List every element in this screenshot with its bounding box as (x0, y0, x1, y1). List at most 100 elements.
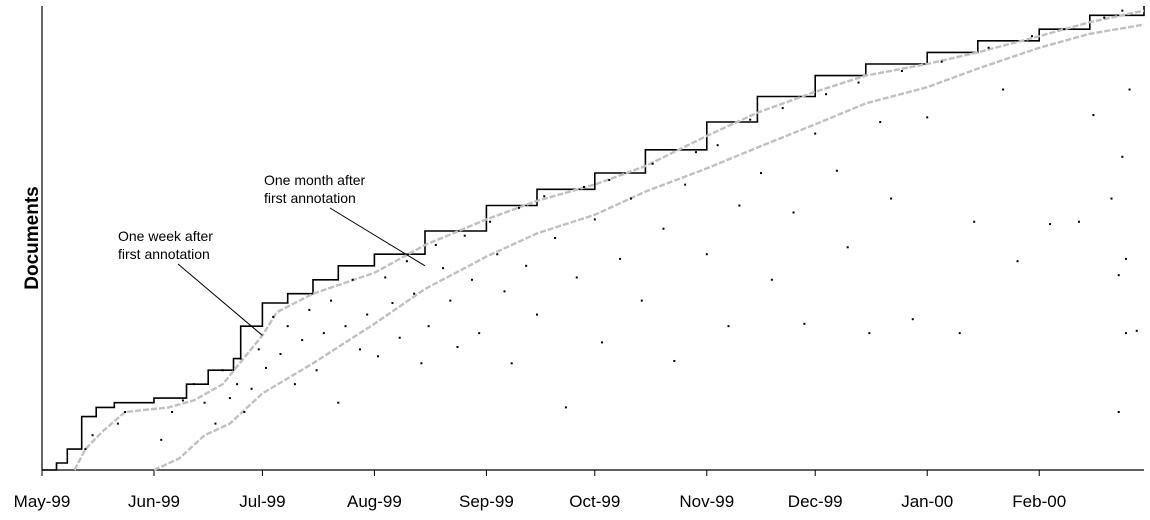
x-tick-label: Jul-99 (239, 492, 285, 511)
annotation-point (673, 359, 676, 362)
annotation-point (84, 448, 87, 451)
annotation-point (792, 211, 795, 214)
annotation-point (272, 315, 275, 318)
annotation-point (456, 346, 459, 349)
annotation-point (124, 411, 127, 413)
annotation-point (629, 197, 632, 200)
annotation-point (243, 411, 246, 413)
annotation-point (301, 339, 304, 342)
annotation-label: first annotation (264, 190, 356, 206)
x-tick-label: Dec-99 (788, 492, 843, 511)
annotation-point (1121, 9, 1124, 12)
annotation-point (116, 422, 119, 425)
annotation-point (760, 172, 763, 175)
annotation-point (496, 253, 499, 256)
annotation-point (470, 278, 473, 281)
x-axis-ticks (41, 470, 1040, 476)
annotation-label: One month after (264, 172, 366, 188)
annotation-point (900, 69, 903, 72)
annotation-point (308, 308, 311, 311)
annotation-point (593, 218, 596, 221)
x-tick-label: Jan-00 (901, 492, 953, 511)
x-tick-label: Oct-99 (569, 492, 620, 511)
annotation-point (705, 253, 708, 256)
annotation-point (608, 179, 611, 181)
annotation-point (543, 195, 546, 198)
annotation-point (358, 348, 361, 351)
annotation-point (1110, 197, 1113, 200)
annotation-point (973, 220, 976, 223)
x-tick-label: Jun-99 (128, 492, 180, 511)
annotation-label: One week after (118, 228, 213, 244)
annotation-point (879, 121, 882, 123)
annotation-point (315, 369, 318, 372)
x-tick-label: Aug-99 (347, 492, 402, 511)
annotation-point (478, 332, 481, 335)
x-tick-label: May-99 (14, 492, 71, 511)
annotation-point (890, 197, 893, 200)
annotation-point (214, 422, 217, 425)
annotation-point (181, 399, 184, 402)
annotation-point (619, 257, 622, 260)
annotation-point (228, 397, 231, 400)
annotation-point (366, 313, 369, 316)
annotation-point (1002, 88, 1005, 91)
annotation-point (846, 246, 849, 249)
annotation-point (738, 204, 741, 207)
annotation-point (814, 132, 817, 135)
annotation-point (463, 234, 466, 237)
annotation-point (1117, 274, 1120, 277)
annotation-point (727, 325, 730, 328)
annotation-point (1124, 257, 1127, 260)
series-layer (42, 6, 1145, 472)
y-axis-title: Documents (22, 186, 43, 289)
x-tick-label: Nov-99 (679, 492, 734, 511)
annotation-point (1135, 329, 1138, 332)
annotation-point (160, 438, 163, 441)
annotation-point (940, 60, 943, 63)
annotation-point (525, 264, 528, 267)
annotation-point (803, 322, 806, 325)
annotation-point (1049, 223, 1052, 226)
annotation-point (91, 434, 94, 437)
annotation-point (286, 325, 289, 328)
annotation-point (662, 227, 665, 230)
annotation-point (694, 151, 697, 154)
annotation-point (1077, 220, 1080, 223)
annotation-point (1121, 155, 1124, 158)
annotation-point (344, 325, 347, 328)
annotation-point (1117, 411, 1120, 413)
annotation-point (449, 299, 452, 302)
annotation-point (330, 299, 333, 302)
annotation-point (377, 355, 380, 358)
annotation-point (405, 260, 408, 263)
annotation-point (535, 313, 538, 316)
annotation-point (911, 318, 914, 321)
annotation-point (1092, 114, 1095, 117)
annotation-point (391, 301, 394, 304)
annotation-leader-line (177, 263, 263, 336)
annotation-point (427, 325, 430, 328)
annotation-point (221, 369, 224, 372)
annotation-point (293, 383, 296, 386)
annotation-point (236, 383, 239, 386)
annotation-point (564, 406, 567, 409)
annotation-point (1063, 28, 1066, 31)
x-tick-label: Feb-00 (1012, 492, 1066, 511)
annotation-point (987, 46, 990, 49)
annotation-point (337, 401, 340, 404)
annotation-point (1124, 332, 1127, 335)
annotation-point (434, 243, 437, 246)
annotation-point (171, 411, 174, 413)
annotation-point (640, 299, 643, 302)
annotation-point (684, 183, 687, 186)
annotation-leader-line (329, 207, 426, 267)
plot-area: May-99 Jun-99 Jul-99 Aug-99 Sep-99 Oct-99 Nov-… (14, 6, 1145, 511)
annotation-point (503, 290, 506, 293)
x-tick-label: Sep-99 (459, 492, 514, 511)
annotation-point (398, 336, 401, 339)
annotation-point (835, 169, 838, 172)
annotation-point (770, 278, 773, 281)
annotation-point (510, 362, 513, 365)
x-axis-tick-labels: May-99 Jun-99 Jul-99 Aug-99 Sep-99 Oct-99 Nov-… (14, 492, 1067, 511)
